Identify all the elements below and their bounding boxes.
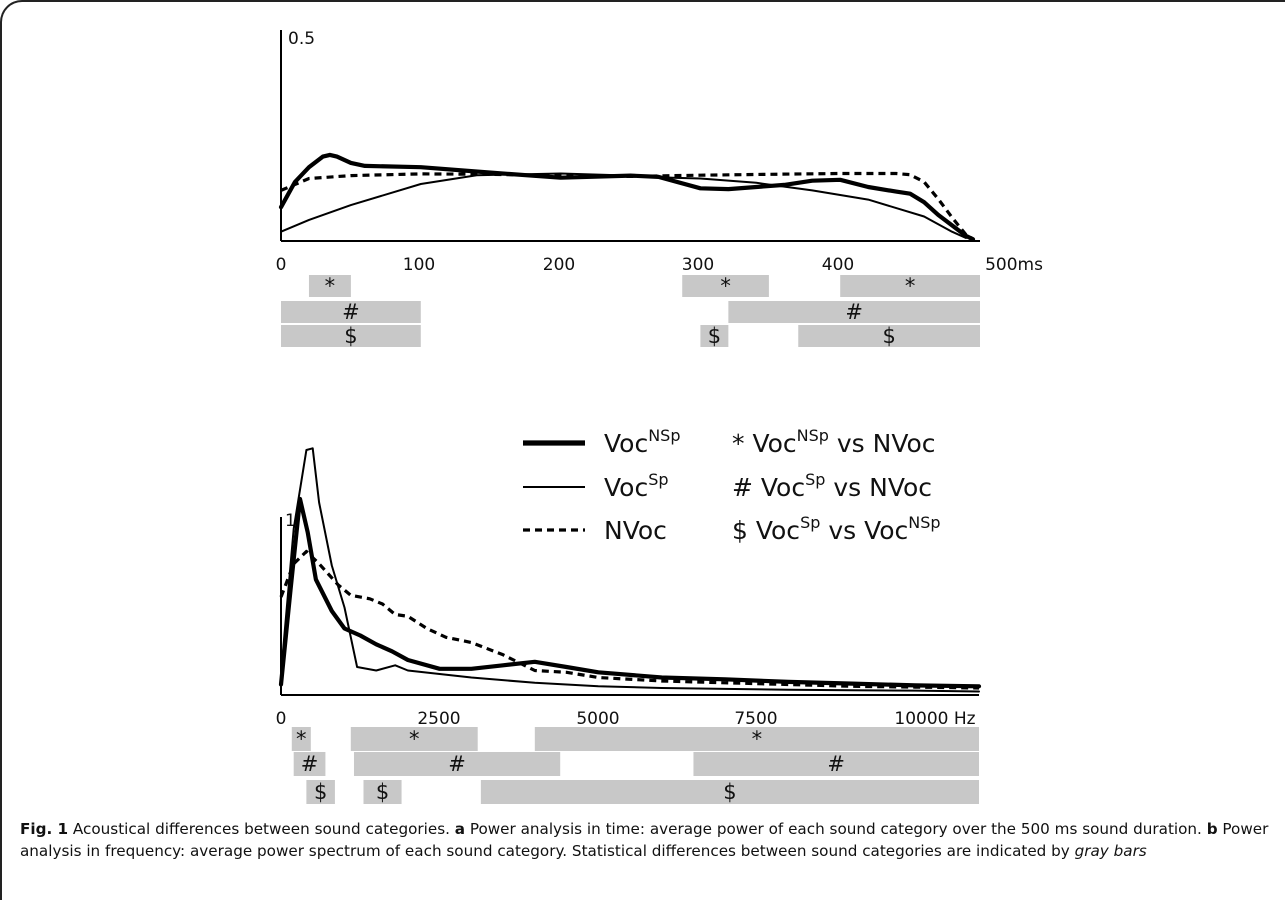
significance-bar-voc-sp-vs-voc-nsp: [798, 325, 980, 347]
significance-symbol-voc-nsp-vs-nvoc: *: [296, 727, 307, 751]
significance-symbol-voc-nsp-vs-nvoc: *: [905, 274, 916, 298]
legend-series-label: NVoc: [604, 516, 667, 545]
significance-bar-voc-nsp-vs-nvoc: [534, 727, 979, 751]
significance-symbol-voc-sp-vs-nvoc: #: [342, 300, 360, 324]
significance-symbol-voc-sp-vs-voc-nsp: $: [723, 780, 736, 804]
significance-bar-voc-sp-vs-nvoc: [693, 752, 979, 776]
x-tick-label: 500ms: [985, 255, 1043, 275]
significance-symbol-voc-sp-vs-voc-nsp: $: [314, 780, 327, 804]
significance-bar-voc-sp-vs-nvoc: [353, 752, 561, 776]
legend: VocNSp VocSp NVoc * VocNSp vs NVoc # VocSp v…: [523, 426, 941, 545]
significance-bar-voc-sp-vs-voc-nsp: [700, 325, 729, 347]
caption-b-label: b: [1206, 820, 1218, 838]
significance-bar-voc-sp-vs-voc-nsp: [306, 780, 335, 804]
significance-symbol-voc-sp-vs-voc-nsp: $: [344, 324, 357, 348]
x-tick-label: 5000: [576, 709, 619, 729]
series-line-vocnsp: [278, 496, 982, 689]
series-line-nvoc: [279, 549, 980, 690]
x-tick-label: 300: [682, 255, 714, 275]
series-line-nvoc: [280, 171, 974, 241]
significance-bar-voc-nsp-vs-nvoc: [308, 275, 351, 297]
panel-a-power-in-time: 0.50 100 200 300 400 500ms* * *# #$ $ $: [276, 29, 1043, 348]
significance-bar-voc-nsp-vs-nvoc: [291, 727, 311, 751]
legend-series-label: VocSp: [604, 470, 669, 502]
x-tick-label: 2500: [417, 709, 460, 729]
significance-bar-voc-sp-vs-voc-nsp: [363, 780, 402, 804]
caption-a-label: a: [454, 820, 466, 838]
x-tick-label: 0: [276, 255, 287, 275]
significance-symbol-voc-sp-vs-voc-nsp: $: [376, 780, 389, 804]
caption-label: Fig. 1: [20, 820, 69, 838]
y-tick-label: 1: [285, 511, 296, 531]
x-tick-label: 200: [543, 255, 575, 275]
significance-symbol-voc-nsp-vs-nvoc: *: [325, 274, 336, 298]
significance-symbol-voc-nsp-vs-nvoc: *: [752, 727, 763, 751]
series-line-vocnsp: [278, 152, 976, 242]
x-tick-label: 10000 Hz: [894, 709, 975, 729]
significance-bar-voc-sp-vs-nvoc: [293, 752, 326, 776]
x-tick-label: 400: [822, 255, 854, 275]
significance-bar-voc-sp-vs-nvoc: [281, 301, 421, 323]
significance-bar-voc-sp-vs-nvoc: [728, 301, 980, 323]
significance-symbol-voc-nsp-vs-nvoc: *: [720, 274, 731, 298]
figure-caption: Fig. 1 Acoustical differences between so…: [20, 818, 1272, 862]
caption-b-text: Power analysis in frequency: average pow…: [20, 820, 1269, 860]
significance-symbol-voc-sp-vs-nvoc: #: [827, 752, 845, 776]
significance-symbol-voc-sp-vs-nvoc: #: [448, 752, 466, 776]
x-tick-label: 100: [403, 255, 435, 275]
significance-symbol-voc-sp-vs-nvoc: #: [845, 300, 863, 324]
legend-comparison-label: * VocNSp vs NVoc: [732, 426, 936, 458]
legend-comparison-label: $ VocSp vs VocNSp: [732, 513, 941, 545]
significance-bar-voc-sp-vs-voc-nsp: [281, 325, 421, 347]
significance-bar-voc-sp-vs-voc-nsp: [480, 780, 979, 804]
significance-bar-voc-nsp-vs-nvoc: [840, 275, 980, 297]
series-line-vocsp: [280, 447, 980, 693]
caption-title: Acoustical differences between sound cat…: [72, 820, 450, 838]
legend-comparison-label: # VocSp vs NVoc: [732, 470, 932, 502]
legend-series-label: VocNSp: [604, 426, 680, 458]
x-tick-label: 7500: [734, 709, 777, 729]
series-line-vocsp: [280, 172, 967, 239]
significance-symbol-voc-sp-vs-nvoc: #: [301, 752, 319, 776]
caption-b-emphasis: gray bars: [1074, 842, 1147, 860]
y-tick-label: 0.5: [288, 29, 315, 49]
significance-bar-voc-nsp-vs-nvoc: [350, 727, 478, 751]
significance-symbol-voc-sp-vs-voc-nsp: $: [882, 324, 895, 348]
caption-a-text: Power analysis in time: average power of…: [469, 820, 1202, 838]
x-tick-label: 0: [276, 709, 287, 729]
significance-symbol-voc-nsp-vs-nvoc: *: [409, 727, 420, 751]
significance-symbol-voc-sp-vs-voc-nsp: $: [708, 324, 721, 348]
significance-bar-voc-nsp-vs-nvoc: [682, 275, 769, 297]
panel-b-power-spectrum: 10 2500 5000 7500 10000 Hz* * *# # #$ $ $: [276, 447, 982, 804]
